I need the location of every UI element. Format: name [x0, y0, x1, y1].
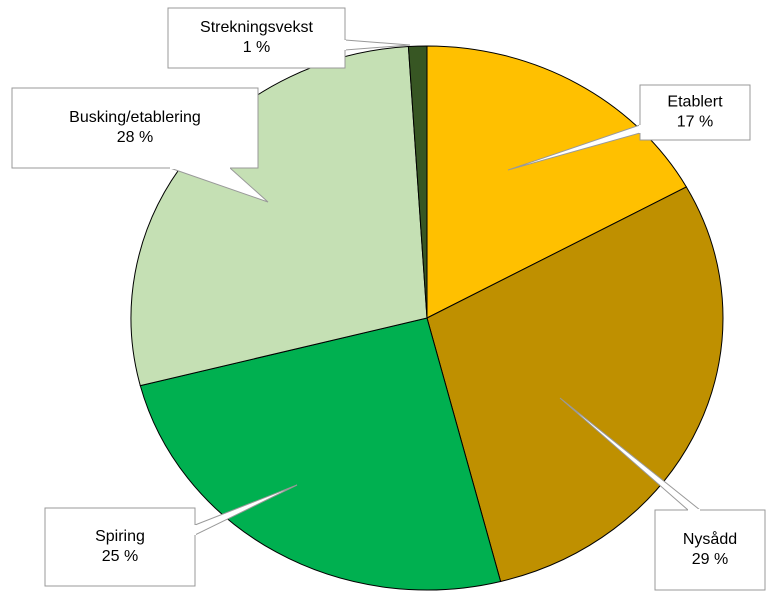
slice-value-label: 28 % — [117, 129, 153, 146]
pie-slice — [407, 45, 428, 319]
slice-label: Strekningsvekst — [200, 19, 313, 36]
slice-value-label: 1 % — [243, 39, 271, 56]
label-box — [167, 7, 346, 69]
slice-value-label: 17 % — [677, 114, 713, 131]
pie-slice — [426, 45, 688, 319]
label-box — [639, 84, 751, 141]
slice-label: Nysådd — [683, 530, 737, 548]
pie-slice — [426, 186, 724, 583]
slice-label: Spiring — [95, 528, 145, 545]
slice-value-label: 29 % — [692, 551, 728, 568]
label-box — [654, 509, 766, 591]
slice-value-label: 25 % — [102, 548, 138, 565]
slice-label: Etablert — [667, 94, 723, 111]
label-box — [11, 87, 259, 169]
pie-slice — [139, 317, 502, 591]
slice-label: Busking/etablering — [69, 109, 201, 126]
label-box — [44, 507, 196, 587]
